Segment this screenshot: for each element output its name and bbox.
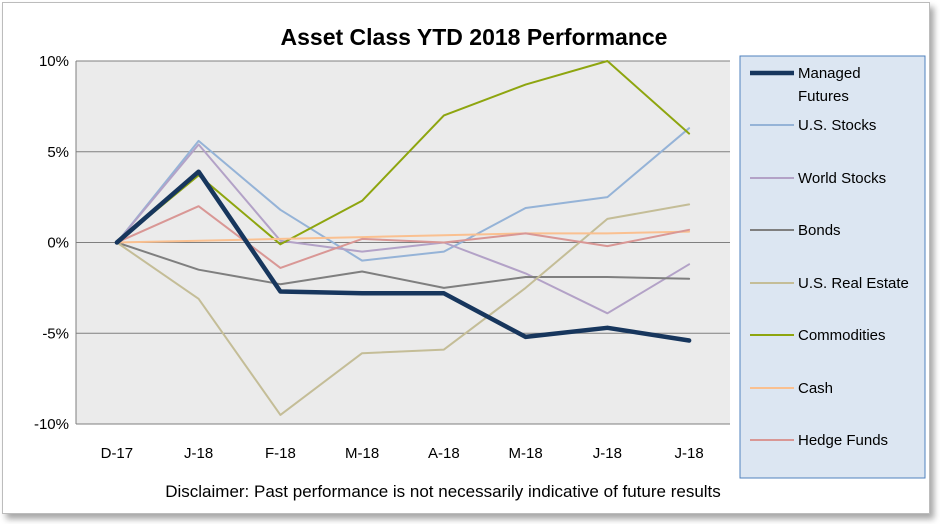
legend-label: U.S. Stocks [798, 117, 876, 134]
legend-label: Commodities [798, 327, 886, 344]
series-line-commodities [115, 60, 691, 246]
x-tick-label: J-18 [184, 445, 213, 462]
x-tick-label: A-18 [428, 445, 460, 462]
y-tick-label: 5% [47, 144, 69, 161]
series-line-world-stocks [115, 143, 691, 315]
legend-box [739, 55, 926, 479]
chart: Asset Class YTD 2018 Performance 10% 5% 0%… [34, 24, 926, 501]
series-line-cash [115, 230, 691, 244]
y-tick-label: 0% [47, 235, 69, 252]
chart-frame: Asset Class YTD 2018 Performance 10% 5% 0%… [2, 2, 930, 514]
series-line-managed-futures [114, 169, 692, 343]
x-axis: D-17 J-18 F-18 M-18 A-18 M-18 J-18 J-18 [101, 445, 704, 462]
x-tick-label: D-17 [101, 445, 134, 462]
legend: Managed Futures U.S. Stocks World Stocks Bon… [739, 55, 926, 479]
series-lines [114, 60, 692, 416]
x-tick-label: M-18 [345, 445, 379, 462]
y-tick-label: -10% [34, 416, 69, 433]
series-line-bonds [115, 241, 691, 289]
legend-label: Bonds [798, 222, 841, 239]
x-tick-label: J-18 [593, 445, 622, 462]
y-axis: 10% 5% 0% -5% -10% [34, 53, 77, 433]
legend-label: Hedge Funds [798, 432, 888, 449]
x-tick-label: J-18 [675, 445, 704, 462]
x-tick-label: F-18 [265, 445, 296, 462]
disclaimer-footnote: Disclaimer: Past performance is not nece… [165, 482, 721, 501]
legend-label: U.S. Real Estate [798, 275, 909, 292]
chart-title: Asset Class YTD 2018 Performance [281, 24, 668, 50]
series-line-u-s-real-estate [115, 203, 691, 416]
legend-label: Managed [798, 65, 861, 82]
legend-label: Cash [798, 380, 833, 397]
series-line-u-s-stocks [115, 127, 691, 262]
y-tick-label: -5% [42, 325, 69, 342]
y-tick-label: 10% [39, 53, 69, 70]
x-tick-label: M-18 [509, 445, 543, 462]
legend-label: Futures [798, 88, 849, 105]
series-line-hedge-funds [115, 205, 691, 269]
legend-label: World Stocks [798, 170, 886, 187]
